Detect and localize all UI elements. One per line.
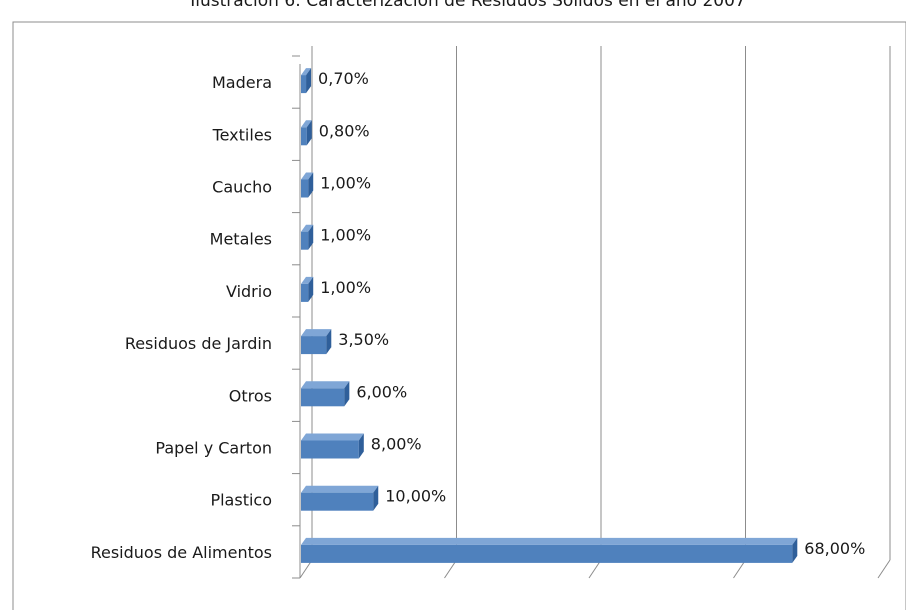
chart-frame [12,21,906,610]
bar-end [308,276,314,302]
gridline-floor [444,559,457,579]
bar-end [792,537,798,563]
bar-front [301,179,309,198]
category-label: Otros [229,386,272,405]
category-label: Caucho [212,178,272,197]
bar-end [326,329,332,355]
bar [301,433,364,459]
data-label: 68,00% [804,539,865,558]
chart-title: Ilustración 6: Caracterización de Residu… [190,0,745,11]
category-label: Madera [212,73,272,92]
value-labels: 68,00% 10,00% 8,00% 6,00% 3,50% 1,00% 1,00% 1,0… [318,69,865,558]
bar-front [301,544,793,563]
data-label: 6,00% [356,382,407,401]
category-label: Metales [210,230,272,249]
data-label: 1,00% [320,174,371,193]
bar-front [301,388,345,407]
gridline-floor [299,559,313,579]
data-label: 3,50% [338,330,389,349]
gridline-floor [877,559,891,579]
bar-end [308,224,314,250]
bar [301,224,314,250]
category-label: Plastico [210,491,272,510]
bar [301,329,332,355]
data-label: 10,00% [385,487,446,506]
bar [301,537,798,563]
bar-top [301,120,312,128]
data-label: 0,80% [319,121,370,140]
bar-front [301,492,374,511]
category-label: Papel y Carton [155,439,272,458]
bar [301,381,350,407]
gridline-floor [588,559,602,579]
gridlines [299,46,891,579]
bar-top [301,485,379,493]
category-label: Vidrio [226,282,272,301]
bar-top [301,172,314,180]
bar-top [301,329,332,337]
bar [301,485,379,511]
category-label: Textiles [212,125,272,144]
bars [301,68,798,563]
bar-top [301,381,350,389]
bar-top [301,276,314,284]
bar-end [344,381,350,407]
category-label: Residuos de Alimentos [91,543,272,562]
bar-front [301,231,309,250]
category-axis [292,55,301,579]
bar-top [301,537,798,545]
bar-end [306,68,312,94]
bar-top [301,224,314,232]
bar-end [308,172,314,198]
bar [301,276,314,302]
bar-front [301,336,327,355]
bar-end [373,485,379,511]
gridline-floor [733,559,746,579]
bar-front [301,75,307,94]
bar [301,120,312,146]
data-label: 0,70% [318,69,369,88]
data-label: 1,00% [320,278,371,297]
data-label: 1,00% [320,226,371,245]
bar-front [301,127,307,146]
bar-end [358,433,364,459]
category-label: Residuos de Jardin [125,334,272,353]
data-label: 8,00% [371,435,422,454]
category-labels: Residuos de Alimentos Plastico Papel y Car… [91,73,272,562]
bar [301,68,312,94]
bar-front [301,283,309,302]
bar-top [301,433,364,441]
bar-front [301,440,359,459]
bar-end [306,120,312,146]
bar [301,172,314,198]
bar-top [301,68,312,76]
